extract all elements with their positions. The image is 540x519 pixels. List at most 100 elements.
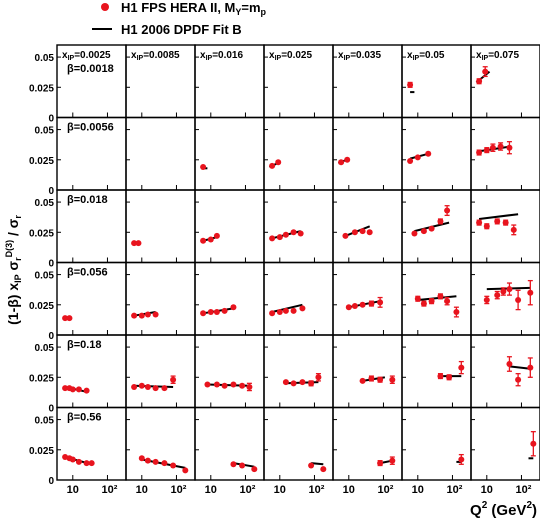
panel-frame <box>332 261 403 336</box>
data-point <box>344 156 351 163</box>
column-label: xIP=0.0025 <box>62 50 111 62</box>
data-point <box>527 364 534 371</box>
x-tick-label: 10² <box>240 484 256 496</box>
data-point <box>204 381 211 388</box>
y-tick-label: 0.05 <box>35 198 55 209</box>
data-point <box>299 305 306 312</box>
data-point <box>152 458 159 465</box>
data-point <box>351 229 358 236</box>
data-point <box>66 315 73 322</box>
data-point <box>290 307 297 314</box>
data-point <box>407 81 414 88</box>
data-point <box>170 376 177 383</box>
row-label: β=0.056 <box>67 267 108 279</box>
y-tick-label: 0.025 <box>29 446 54 457</box>
data-point <box>506 361 513 367</box>
x-tick-label: 10 <box>205 484 217 496</box>
data-point <box>282 379 289 386</box>
panel-frame <box>125 334 196 409</box>
data-point <box>351 303 358 309</box>
data-point <box>299 379 306 386</box>
y-tick-label: 0.025 <box>29 228 54 239</box>
data-point <box>444 207 451 214</box>
data-point <box>377 376 384 383</box>
data-point <box>315 374 322 381</box>
data-point <box>407 158 414 164</box>
column-label: xIP=0.0085 <box>131 50 180 62</box>
panel-frame <box>194 189 265 264</box>
data-point <box>506 286 513 293</box>
data-point <box>359 301 366 308</box>
data-point <box>342 232 349 239</box>
data-point <box>161 460 168 467</box>
data-point <box>200 164 207 171</box>
data-point <box>338 159 345 166</box>
data-point <box>500 288 507 295</box>
data-point <box>282 307 289 314</box>
data-point <box>515 296 522 303</box>
data-point <box>69 386 76 393</box>
panel-frame <box>332 334 403 409</box>
row-label: β=0.0018 <box>67 63 114 75</box>
data-point <box>83 387 90 394</box>
data-point <box>276 234 283 241</box>
data-point <box>308 462 315 469</box>
x-tick-label: 10 <box>412 484 424 496</box>
data-point <box>482 68 489 75</box>
x-tick-label: 10 <box>274 484 286 496</box>
data-point <box>200 237 207 244</box>
x-tick-label: 10² <box>378 484 394 496</box>
data-point <box>308 380 315 387</box>
column-label: xIP=0.016 <box>200 50 243 62</box>
data-point <box>144 311 151 318</box>
data-point <box>368 300 375 307</box>
data-point <box>290 380 297 387</box>
data-point <box>428 298 435 305</box>
data-point <box>420 228 427 235</box>
data-point <box>88 460 95 467</box>
legend-data-label: H1 FPS HERA II, MY=mp <box>121 0 267 17</box>
y-tick-label: 0.025 <box>29 301 54 312</box>
data-point <box>131 312 138 319</box>
x-tick-label: 10 <box>343 484 355 496</box>
data-point <box>138 382 145 389</box>
data-point <box>320 466 327 473</box>
y-tick-label: 0.05 <box>35 271 55 282</box>
panel-frame <box>401 406 472 481</box>
data-point <box>489 144 496 151</box>
panel-frame <box>332 116 403 191</box>
data-point <box>476 78 483 85</box>
data-point <box>269 162 276 169</box>
column-label: xIP=0.075 <box>476 50 519 62</box>
data-point <box>458 456 465 463</box>
panel-frame <box>470 334 540 409</box>
panel-frame <box>401 116 472 191</box>
data-point <box>207 309 214 316</box>
y-tick-label: 0.05 <box>35 53 55 64</box>
data-point <box>437 373 444 380</box>
data-point <box>230 304 237 311</box>
data-point <box>246 383 253 390</box>
panel-frame <box>470 261 540 336</box>
panel-frame <box>263 189 334 264</box>
data-point <box>476 149 483 156</box>
data-point <box>444 298 451 305</box>
data-point <box>213 309 220 316</box>
data-point <box>269 235 276 242</box>
data-point <box>483 223 490 230</box>
data-point <box>221 307 228 314</box>
data-point <box>502 219 509 226</box>
y-tick-label: 0.025 <box>29 156 54 167</box>
panel-frame <box>125 261 196 336</box>
data-point <box>75 386 82 393</box>
data-point <box>182 467 189 474</box>
x-tick-label: 10² <box>171 484 187 496</box>
data-point <box>366 229 373 236</box>
data-point <box>420 300 427 307</box>
data-point <box>377 299 384 306</box>
data-point <box>494 292 501 299</box>
row-label: β=0.0056 <box>67 122 114 134</box>
panel-frame <box>263 334 334 409</box>
data-point <box>69 456 76 463</box>
